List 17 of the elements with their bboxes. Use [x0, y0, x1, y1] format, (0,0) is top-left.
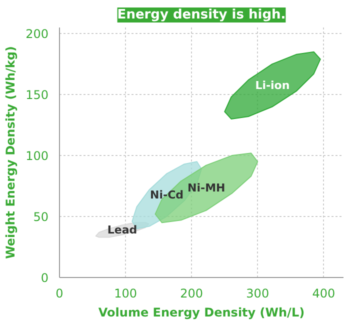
y-tick-label: 0	[40, 271, 49, 285]
series-label: Ni-MH	[188, 181, 226, 194]
y-tick-label: 50	[33, 210, 49, 224]
y-axis-title: Weight Energy Density (Wh/kg)	[4, 46, 18, 259]
x-tick-label: 0	[56, 286, 64, 300]
x-tick-label: 300	[246, 286, 270, 300]
y-tick-label: 150	[26, 88, 48, 102]
y-tick-label: 100	[26, 149, 48, 164]
series-label: Ni-Cd	[150, 188, 184, 202]
x-tick-label: 100	[114, 286, 137, 300]
x-tick-label: 400	[312, 286, 336, 300]
chart-title: Energy density is high.	[117, 8, 286, 22]
x-axis-title: Volume Energy Density (Wh/L)	[98, 306, 305, 320]
series-label: Lead	[107, 223, 138, 236]
x-tick-label: 200	[180, 286, 204, 300]
series-label: Li-ion	[255, 78, 290, 92]
y-tick-label: 200	[26, 27, 48, 42]
